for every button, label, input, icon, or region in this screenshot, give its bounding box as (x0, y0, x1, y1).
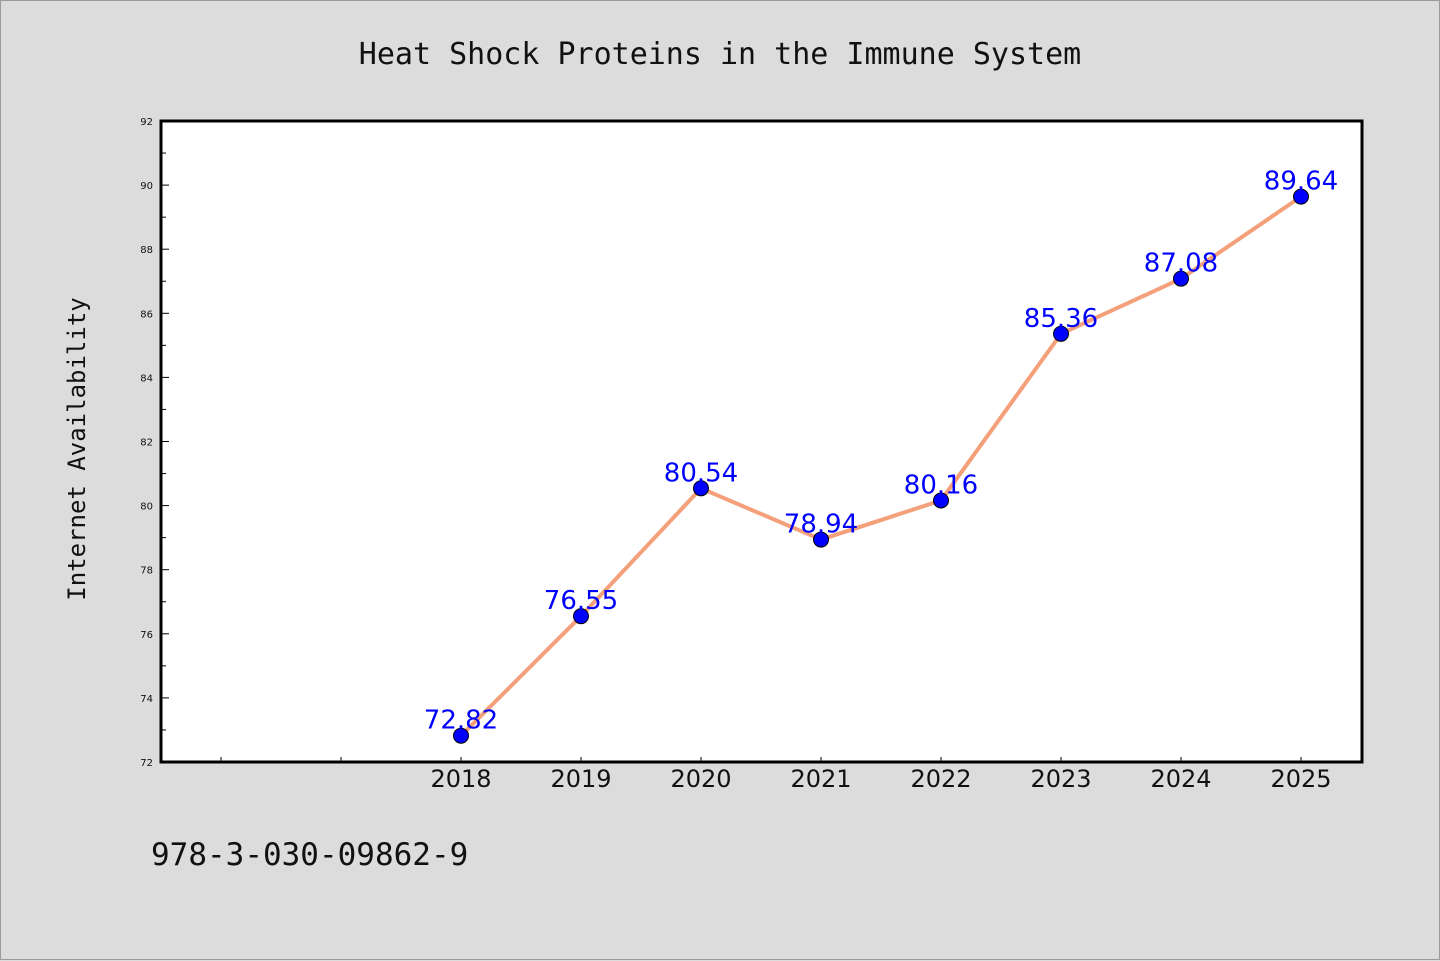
y-tick-label: 92 (140, 117, 153, 128)
data-label: 85.36 (1024, 304, 1098, 334)
chart-title: Heat Shock Proteins in the Immune System (359, 37, 1081, 72)
data-label: 80.54 (664, 458, 738, 488)
y-axis-label: Internet Availability (63, 297, 91, 600)
data-point (813, 531, 829, 548)
data-label: 72.82 (424, 706, 498, 736)
x-tick-label: 2022 (910, 765, 971, 793)
series-line (459, 194, 1303, 738)
y-tick-label: 80 (140, 502, 153, 513)
y-tick-label: 78 (140, 566, 153, 577)
data-label: 76.55 (544, 586, 618, 616)
data-label: 80.16 (904, 470, 978, 500)
y-tick-label: 88 (140, 245, 153, 256)
data-point (1293, 188, 1309, 205)
data-point (693, 480, 709, 497)
data-point (933, 492, 949, 509)
x-tick-label: 2023 (1030, 765, 1091, 793)
data-point (1173, 270, 1189, 287)
x-tick-label: 2021 (790, 765, 851, 793)
y-tick-label: 90 (140, 181, 153, 192)
y-tick-label: 82 (140, 438, 153, 449)
plot-area (159, 119, 1364, 764)
y-tick-label: 72 (140, 758, 153, 769)
y-tick-label: 74 (140, 694, 153, 705)
data-point (573, 608, 589, 625)
y-tick-label: 76 (140, 630, 153, 641)
x-tick-label: 2018 (430, 765, 491, 793)
data-point (453, 727, 469, 744)
data-point (1053, 325, 1069, 342)
x-tick-label: 2019 (550, 765, 611, 793)
isbn-text: 978-3-030-09862-9 (151, 837, 468, 873)
series-line-layer (453, 188, 1309, 744)
x-tick-label: 2020 (670, 765, 731, 793)
y-tick-label: 84 (140, 373, 153, 384)
data-label: 89.64 (1264, 167, 1338, 197)
data-label: 78.94 (784, 510, 858, 540)
x-tick-label: 2025 (1270, 765, 1331, 793)
data-label: 87.08 (1144, 249, 1218, 279)
axis-ticks: 72 74 76 78 80 82 84 86 88 90 92 2018 2019 2020 2021 20… (140, 117, 1331, 793)
data-labels-layer: 72.82 76.55 80.54 78.94 80.16 85.36 87.08 89.64 (424, 167, 1338, 736)
x-tick-label: 2024 (1150, 765, 1211, 793)
y-tick-label: 86 (140, 309, 153, 320)
